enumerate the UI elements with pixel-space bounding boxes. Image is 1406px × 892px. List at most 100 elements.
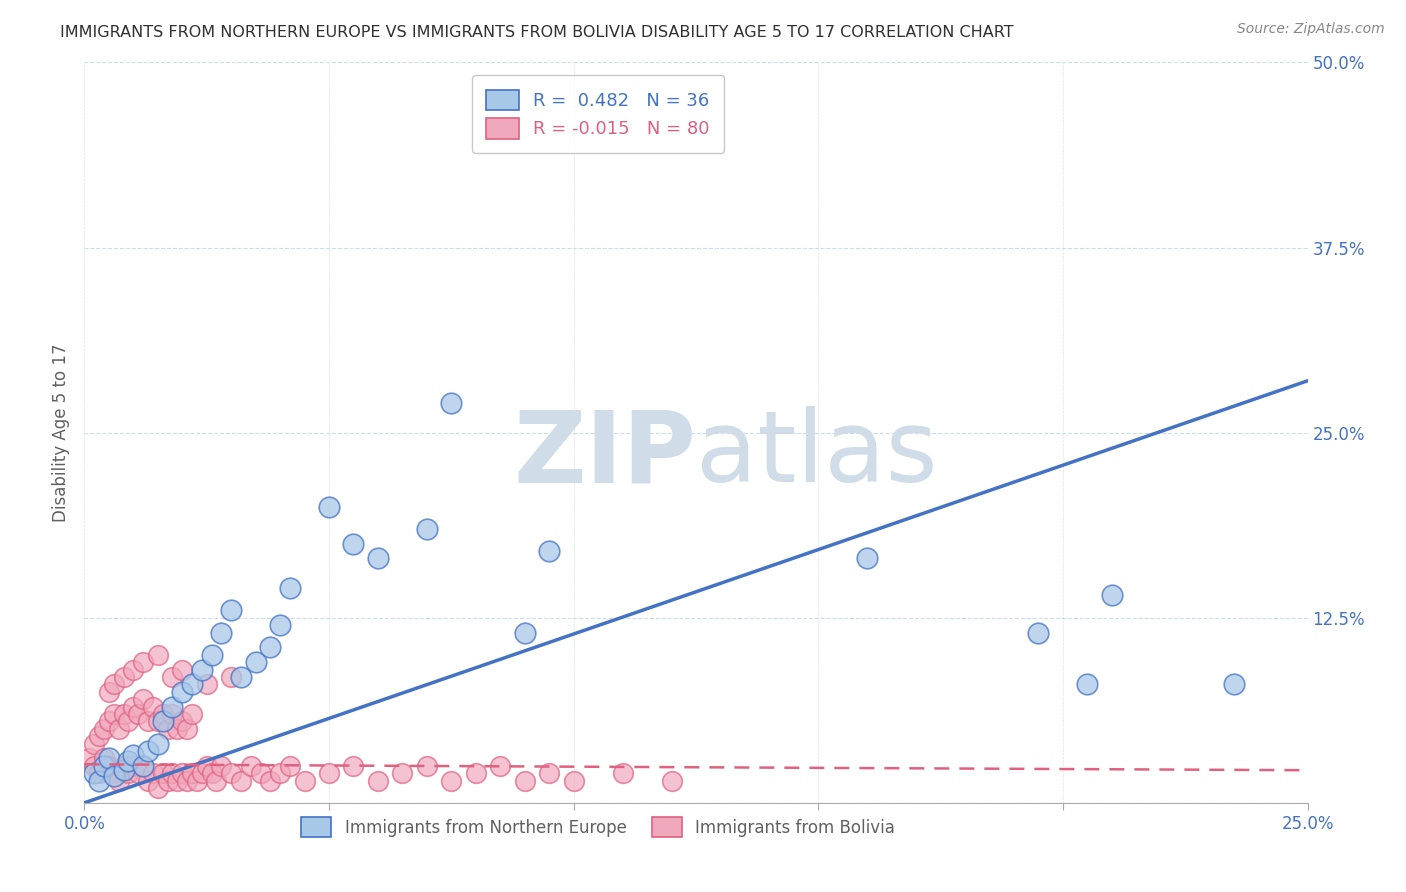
Point (83, 737, 105, 751)
Point (112, 758, 135, 772)
Point (191, 766, 214, 780)
Point (294, 773, 316, 788)
Point (538, 766, 561, 780)
Point (112, 670, 135, 684)
Point (172, 663, 194, 677)
Point (513, 625, 536, 640)
Point (172, 766, 194, 780)
Point (152, 706, 174, 721)
Point (464, 766, 486, 780)
Point (200, 648, 222, 662)
Point (162, 670, 184, 684)
Point (219, 603, 242, 617)
Point (249, 766, 271, 780)
Point (661, 773, 683, 788)
Point (97, 751, 120, 765)
Y-axis label: Disability Age 5 to 17: Disability Age 5 to 17 (52, 343, 70, 522)
Point (269, 618, 291, 632)
Point (152, 714, 174, 729)
Point (136, 714, 159, 729)
Point (205, 773, 228, 788)
Point (93, 751, 115, 765)
Point (181, 766, 204, 780)
Point (107, 722, 129, 736)
Point (200, 766, 222, 780)
Point (97, 714, 120, 729)
Point (538, 544, 561, 558)
Point (342, 758, 364, 772)
Point (117, 755, 139, 769)
Point (146, 780, 169, 795)
Point (191, 663, 214, 677)
Text: Source: ZipAtlas.com: Source: ZipAtlas.com (1237, 22, 1385, 37)
Legend: Immigrants from Northern Europe, Immigrants from Bolivia: Immigrants from Northern Europe, Immigra… (288, 804, 908, 850)
Point (103, 766, 125, 780)
Point (87, 766, 110, 780)
Point (440, 396, 463, 410)
Point (97, 685, 120, 699)
Point (122, 748, 145, 763)
Point (136, 773, 159, 788)
Point (416, 758, 439, 772)
Point (278, 758, 301, 772)
Point (219, 766, 242, 780)
Point (156, 722, 179, 736)
Point (146, 737, 169, 751)
Point (172, 714, 194, 729)
Point (127, 706, 149, 721)
Point (176, 722, 198, 736)
Point (245, 655, 267, 669)
Point (195, 758, 218, 772)
Point (112, 763, 135, 777)
Point (117, 766, 139, 780)
Point (97, 758, 120, 772)
Point (122, 758, 145, 772)
Point (181, 677, 204, 691)
Point (127, 766, 149, 780)
Point (103, 706, 125, 721)
Point (367, 773, 389, 788)
Point (229, 670, 252, 684)
Point (489, 758, 512, 772)
Point (93, 722, 115, 736)
Point (219, 670, 242, 684)
Text: ZIP: ZIP (513, 407, 696, 503)
Point (181, 706, 204, 721)
Point (195, 677, 218, 691)
Point (416, 522, 439, 536)
Text: IMMIGRANTS FROM NORTHERN EUROPE VS IMMIGRANTS FROM BOLIVIA DISABILITY AGE 5 TO 1: IMMIGRANTS FROM NORTHERN EUROPE VS IMMIG… (60, 26, 1014, 40)
Point (103, 677, 125, 691)
Point (87, 729, 110, 743)
Point (1028, 625, 1050, 640)
Point (172, 685, 194, 699)
Point (162, 706, 184, 721)
Point (87, 773, 110, 788)
Point (513, 773, 536, 788)
Point (342, 536, 364, 550)
Point (83, 766, 105, 780)
Point (1101, 589, 1123, 603)
Point (136, 744, 159, 758)
Point (367, 551, 389, 566)
Point (318, 766, 340, 780)
Point (166, 773, 188, 788)
Point (209, 625, 232, 640)
Point (1076, 677, 1098, 691)
Point (132, 655, 155, 669)
Point (132, 758, 155, 772)
Point (209, 758, 232, 772)
Point (259, 773, 281, 788)
Point (176, 773, 198, 788)
Point (122, 663, 145, 677)
Point (103, 769, 125, 783)
Point (162, 766, 184, 780)
Point (156, 773, 179, 788)
Point (146, 648, 169, 662)
Point (239, 758, 262, 772)
Point (142, 766, 165, 780)
Point (162, 699, 184, 714)
Point (612, 766, 634, 780)
Point (186, 773, 208, 788)
Point (117, 714, 139, 729)
Point (562, 773, 585, 788)
